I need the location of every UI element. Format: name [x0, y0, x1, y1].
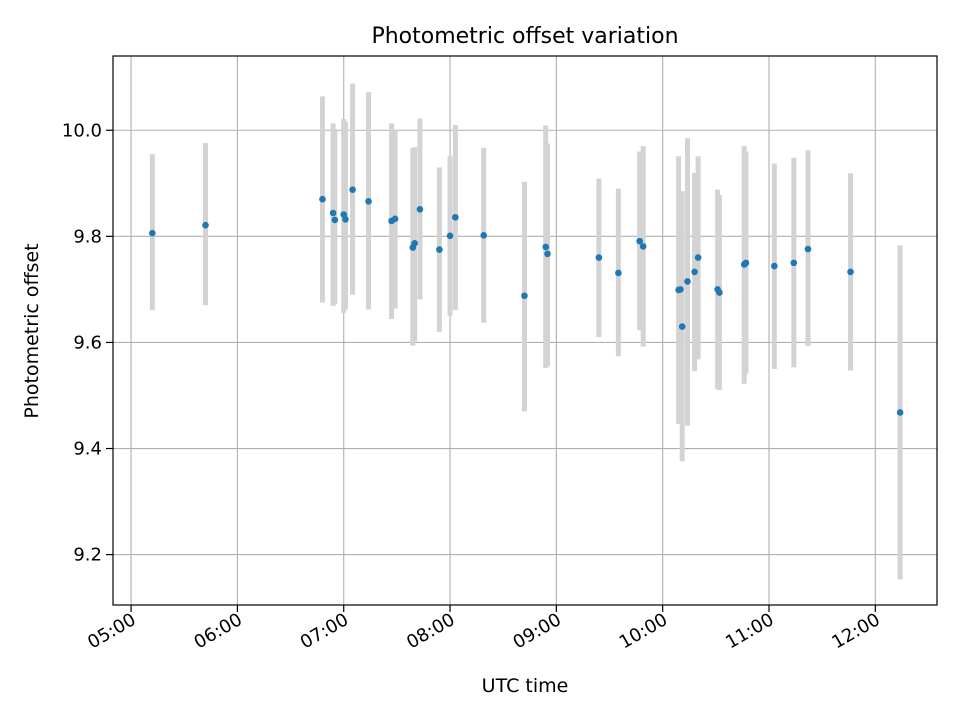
data-point — [411, 239, 418, 247]
data-point — [636, 237, 643, 245]
data-point — [436, 246, 443, 253]
y-axis-label: Photometric offset — [21, 243, 43, 418]
data-point — [544, 250, 551, 258]
data-point — [391, 215, 399, 223]
y-tick-label: 9.8 — [73, 226, 102, 247]
data-point — [331, 216, 339, 224]
y-tick-label: 9.6 — [73, 332, 102, 353]
y-tick-label: 10.0 — [62, 120, 102, 141]
data-points — [149, 186, 904, 416]
data-point — [329, 209, 337, 217]
data-point — [202, 221, 209, 229]
data-point — [790, 259, 798, 267]
data-point — [742, 259, 750, 267]
data-point — [595, 254, 603, 261]
data-point — [349, 186, 356, 193]
data-point — [804, 245, 812, 253]
data-point — [771, 262, 778, 270]
data-point — [677, 286, 684, 293]
data-point — [319, 195, 326, 203]
data-point — [691, 268, 698, 276]
data-point — [342, 216, 349, 223]
data-point — [446, 232, 454, 240]
data-point — [452, 213, 459, 221]
y-tick-label: 9.2 — [73, 545, 102, 566]
data-point — [365, 198, 372, 205]
data-point — [896, 409, 904, 416]
data-point — [684, 278, 691, 285]
data-point — [639, 243, 647, 250]
data-point — [521, 292, 528, 300]
data-point — [847, 268, 854, 276]
plot-frame — [112, 55, 938, 606]
data-point — [716, 289, 723, 296]
data-point — [416, 205, 424, 213]
data-point — [542, 243, 550, 251]
y-axis-ticks: 9.2 9.4 9.6 9.8 10.0 — [62, 120, 113, 566]
data-point — [480, 231, 488, 239]
data-point — [149, 229, 156, 237]
grid — [113, 56, 937, 605]
y-tick-label: 9.4 — [73, 439, 102, 460]
data-point — [615, 269, 622, 277]
chart-title: Photometric offset variation — [371, 24, 678, 49]
x-axis-label: UTC time — [482, 675, 569, 697]
data-point — [694, 254, 702, 261]
data-point — [678, 323, 686, 330]
